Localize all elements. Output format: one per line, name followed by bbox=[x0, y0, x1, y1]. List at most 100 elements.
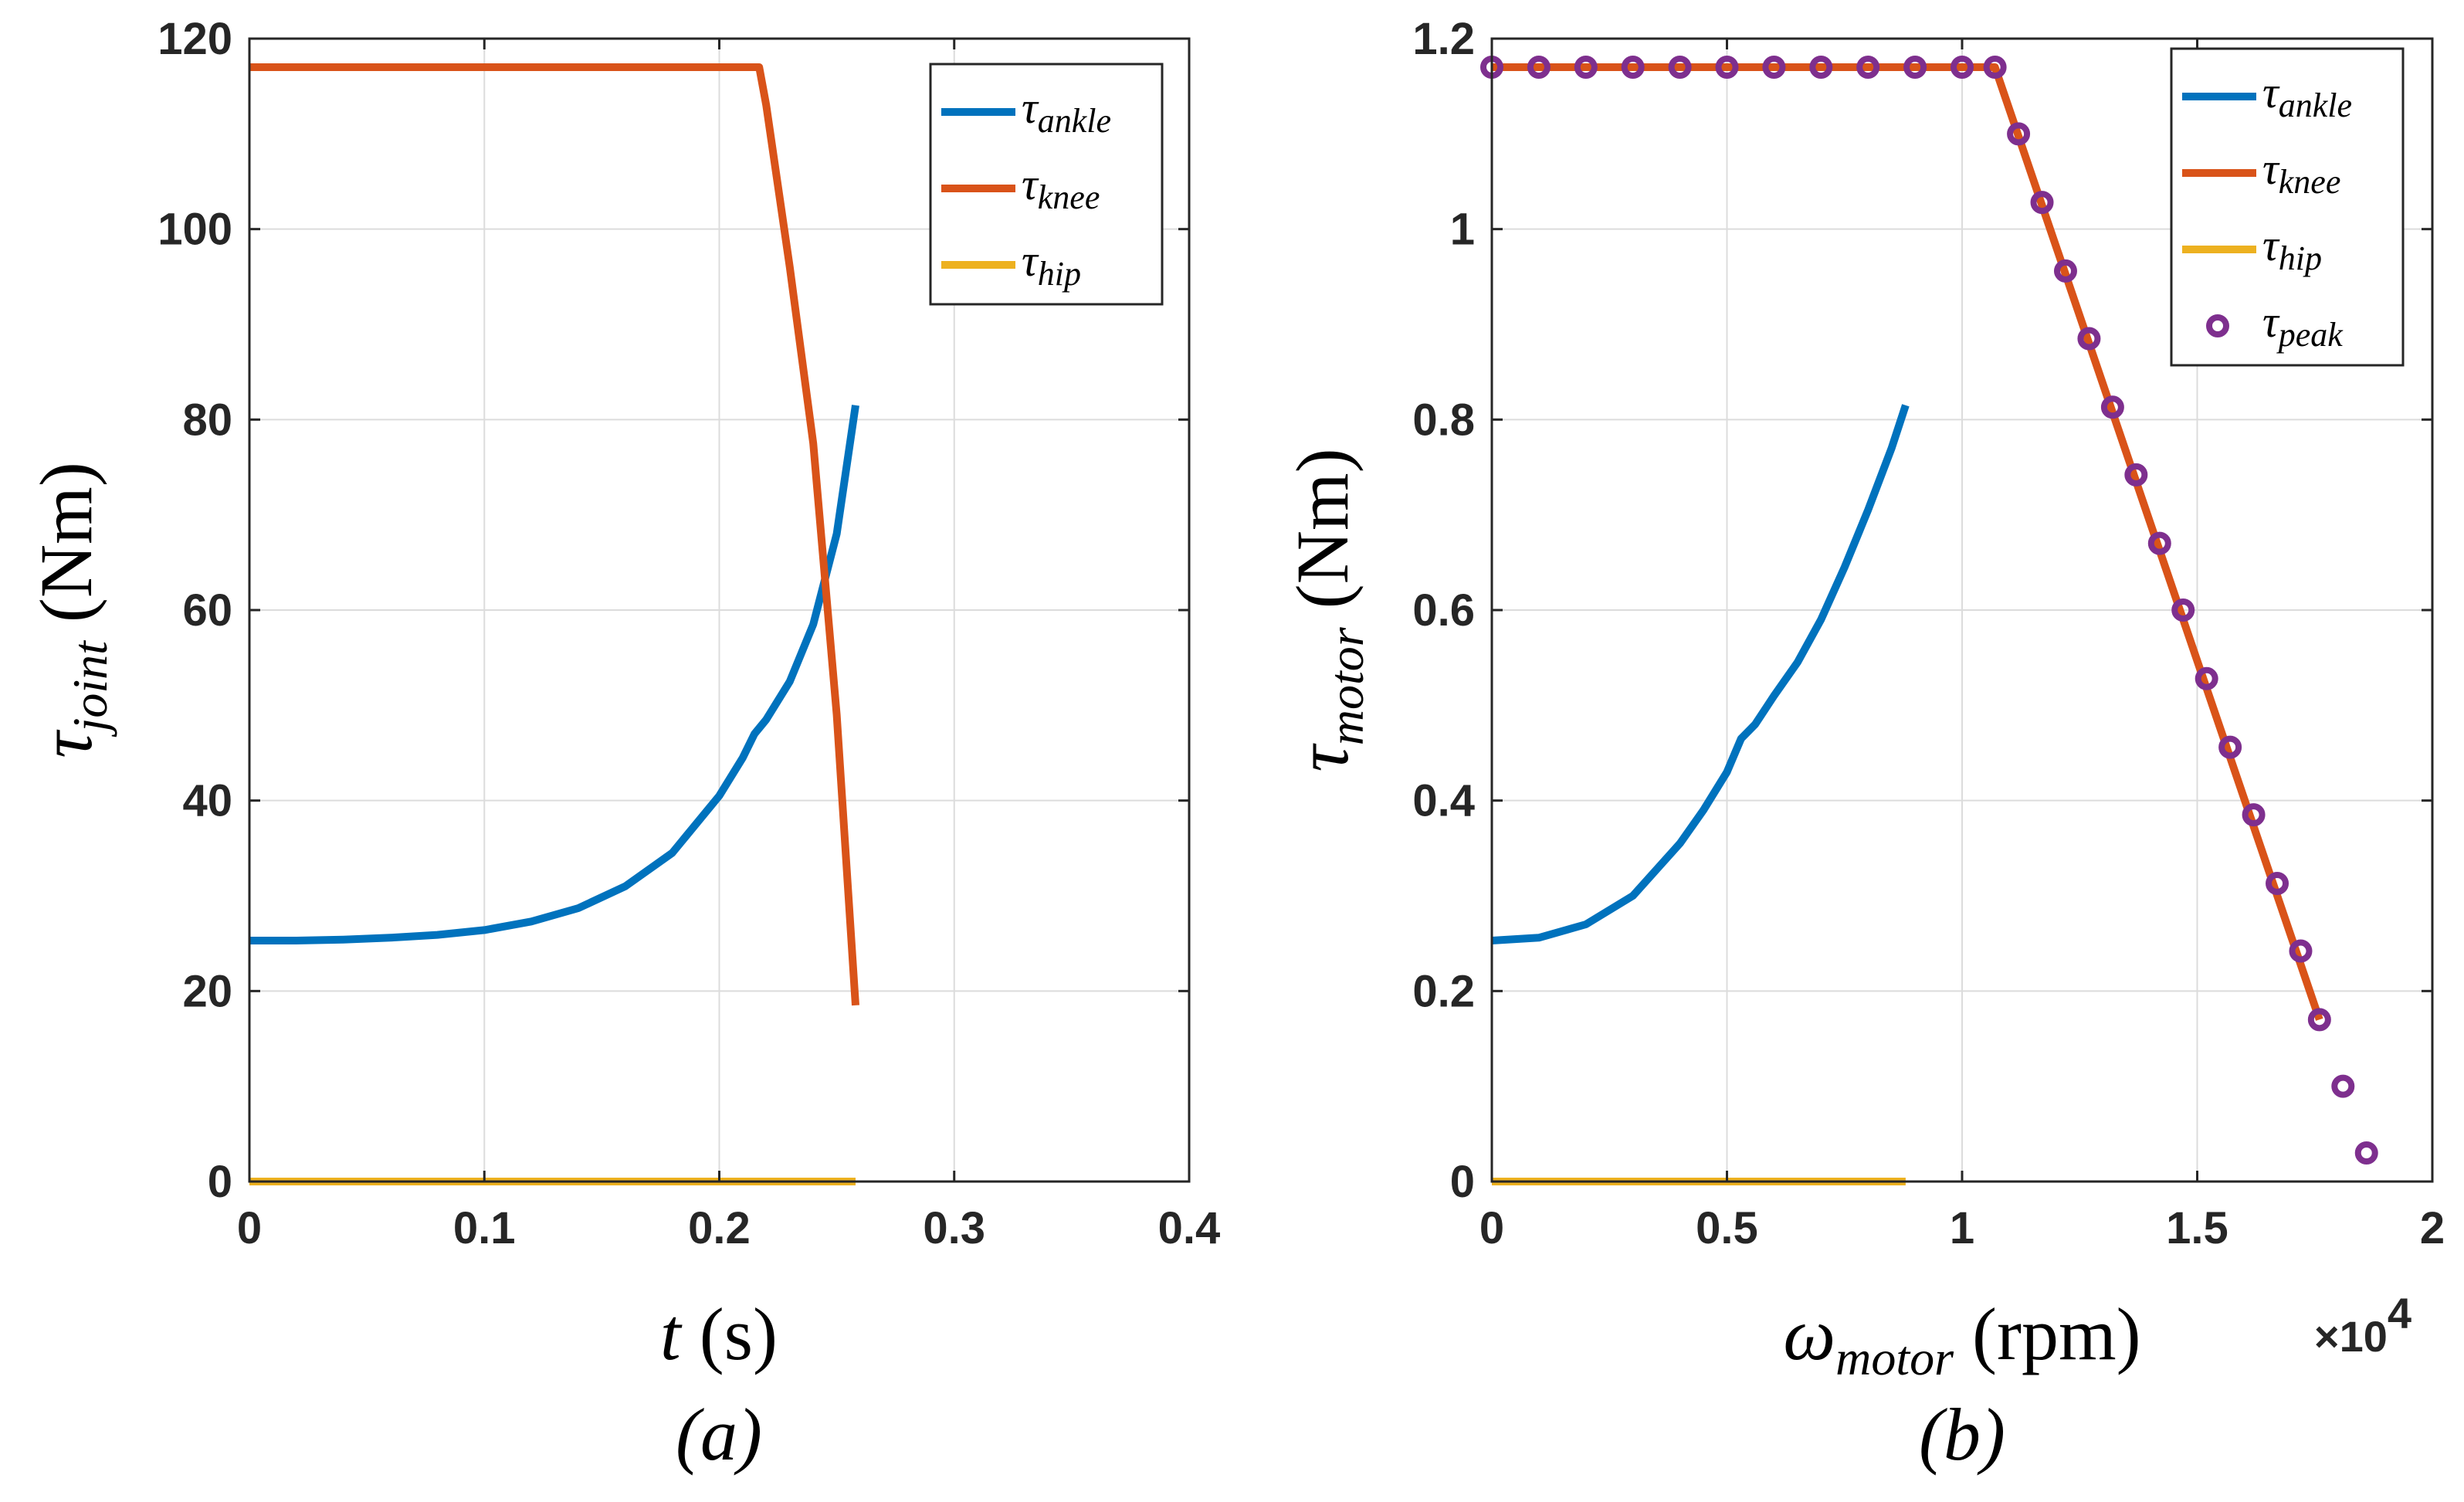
chart-b-peak-marker bbox=[1527, 56, 1551, 79]
chart-a: 0 0.1 0.2 0.3 0.4 0 20 40 60 80 100 120 t (s) τjoint … bbox=[25, 14, 1220, 1476]
chart-b-x-multiplier-exp: 4 bbox=[2388, 1289, 2411, 1338]
chart-a-caption: (a) bbox=[676, 1393, 762, 1476]
chart-a-ytick-label: 20 bbox=[182, 966, 232, 1016]
chart-a-xtick-label: 0.1 bbox=[453, 1203, 516, 1253]
chart-b-peak-marker bbox=[2242, 803, 2266, 827]
chart-a-legend-symbol: τ bbox=[1022, 159, 1039, 209]
chart-b-peak-marker bbox=[2124, 463, 2148, 487]
chart-b-ylabel: τmotor (Nm) bbox=[1281, 448, 1374, 771]
chart-b-peak-marker bbox=[2266, 871, 2289, 895]
chart-a-legend-label-knee: τknee bbox=[1022, 159, 1100, 216]
chart-b-xtick-label: 0 bbox=[1479, 1203, 1504, 1253]
chart-b-ytick-label: 1.2 bbox=[1412, 14, 1475, 64]
chart-b-ytick-label: 0.6 bbox=[1412, 585, 1475, 636]
chart-a-legend-sub: ankle bbox=[1038, 102, 1111, 140]
chart-a-xlabel-symbol: t bbox=[660, 1293, 683, 1375]
chart-b-xtick-label: 1 bbox=[1950, 1203, 1974, 1253]
chart-b-legend-symbol: τ bbox=[2262, 144, 2280, 194]
chart-b-legend-box bbox=[2170, 47, 2405, 367]
chart-a-ytick-label: 80 bbox=[182, 395, 232, 445]
chart-b-peak-marker bbox=[2030, 191, 2054, 215]
chart-b-ytick-label: 0 bbox=[1450, 1157, 1475, 1207]
chart-b-xlabel-unit: (rpm) bbox=[1954, 1293, 2141, 1375]
chart-a-legend-sub: hip bbox=[1038, 255, 1081, 293]
chart-b-peak-marker bbox=[2354, 1141, 2378, 1165]
chart-b-legend-label-hip: τhip bbox=[2262, 220, 2322, 277]
chart-b-peak-marker bbox=[2307, 1008, 2331, 1032]
chart-b-legend-sub: knee bbox=[2279, 163, 2341, 201]
chart-b-ytick-label: 0.8 bbox=[1412, 395, 1475, 445]
chart-b-xtick-label: 0.5 bbox=[1696, 1203, 1758, 1253]
chart-a-legend-sub: knee bbox=[1038, 178, 1100, 216]
chart-b-ytick-label: 1 bbox=[1450, 205, 1475, 255]
chart-b-peak-marker bbox=[1983, 56, 2007, 79]
chart-b-peak-marker bbox=[2053, 259, 2077, 283]
chart-b-legend-label-knee: τknee bbox=[2262, 144, 2340, 201]
chart-b-legend-sub: peak bbox=[2276, 316, 2344, 354]
chart-a-legend-label-ankle: τankle bbox=[1022, 83, 1111, 140]
chart-b-xtick-label: 1.5 bbox=[2166, 1203, 2228, 1253]
chart-a-legend-symbol: τ bbox=[1022, 236, 1039, 286]
chart-b-legend-swatch-peak bbox=[2206, 314, 2229, 337]
chart-a-legend-label-hip: τhip bbox=[1022, 236, 1081, 293]
chart-b-peak-marker bbox=[2147, 531, 2171, 555]
chart-b-peak-marker bbox=[1903, 56, 1927, 79]
chart-b-peak-marker bbox=[2171, 598, 2195, 622]
chart-b-peak-marker bbox=[1621, 56, 1645, 79]
chart-b-legend-symbol: τ bbox=[2262, 67, 2280, 117]
chart-a-ytick-label: 0 bbox=[208, 1157, 232, 1207]
chart-b-peak-marker bbox=[2007, 122, 2031, 146]
chart-a-line-knee bbox=[249, 63, 859, 1006]
chart-b-peak-marker bbox=[2077, 327, 2101, 351]
chart-a-ylabel-unit: (Nm) bbox=[25, 462, 107, 641]
chart-b-peak-marker bbox=[2218, 735, 2242, 759]
chart-a-ytick-label: 60 bbox=[182, 585, 232, 636]
chart-a-ylabel-sub: joint bbox=[63, 639, 117, 737]
chart-b-caption: (b) bbox=[1919, 1393, 2005, 1476]
chart-a-xtick-label: 0 bbox=[237, 1203, 262, 1253]
chart-b-ylabel-symbol: τ bbox=[1281, 743, 1364, 772]
chart-b-ytick-label: 0.2 bbox=[1412, 966, 1475, 1016]
chart-a-xtick-label: 0.3 bbox=[923, 1203, 985, 1253]
chart-a-ylabel: τjoint (Nm) bbox=[25, 462, 117, 758]
chart-a-ytick-label: 120 bbox=[158, 14, 232, 64]
chart-b-legend-symbol: τ bbox=[2262, 220, 2280, 270]
chart-b-legend-sub: ankle bbox=[2279, 86, 2352, 124]
chart-a-xlabel: t (s) bbox=[660, 1293, 778, 1375]
chart-b-ylabel-sub: motor bbox=[1319, 626, 1374, 745]
chart-b-legend-symbol: τ bbox=[2262, 297, 2280, 347]
chart-b-ytick-label: 0.4 bbox=[1412, 776, 1475, 826]
chart-a-ylabel-symbol: τ bbox=[25, 729, 107, 758]
chart-a-xtick-label: 0.4 bbox=[1158, 1203, 1221, 1253]
chart-b-peak-marker bbox=[1715, 56, 1739, 79]
chart-b-line-knee bbox=[1492, 63, 2323, 1021]
chart-b-x-multiplier: ×104 bbox=[2314, 1289, 2411, 1361]
chart-b-peak-marker bbox=[1668, 56, 1692, 79]
chart-b-legend-label-peak: τpeak bbox=[2262, 297, 2344, 354]
chart-a-line-ankle bbox=[249, 405, 859, 944]
chart-a-xtick-label: 0.2 bbox=[688, 1203, 751, 1253]
chart-b-peak-marker bbox=[2195, 666, 2218, 690]
chart-b-xlabel-symbol: ω bbox=[1783, 1293, 1835, 1375]
chart-b-peak-marker bbox=[2100, 395, 2124, 419]
chart-b-legend-sub: hip bbox=[2279, 239, 2322, 277]
chart-b-peak-marker bbox=[1762, 56, 1786, 79]
chart-b-peak-marker bbox=[2331, 1074, 2355, 1098]
chart-b-peak-marker bbox=[2289, 939, 2313, 963]
chart-a-ytick-label: 100 bbox=[158, 205, 232, 255]
chart-a-ytick-label: 40 bbox=[182, 776, 232, 826]
chart-b-line-ankle bbox=[1491, 404, 1910, 944]
chart-b-legend-label-ankle: τankle bbox=[2262, 67, 2352, 124]
chart-b-peak-marker bbox=[1951, 56, 1974, 79]
chart-b-peak-marker bbox=[1574, 56, 1598, 79]
chart-b-x-multiplier-base: ×10 bbox=[2314, 1312, 2388, 1361]
chart-b-xlabel-sub: motor bbox=[1835, 1331, 1954, 1385]
chart-b-ylabel-unit: (Nm) bbox=[1281, 448, 1364, 627]
chart-b-peak-marker bbox=[1856, 56, 1880, 79]
chart-b-xtick-label: 2 bbox=[2420, 1203, 2445, 1253]
chart-a-legend-symbol: τ bbox=[1022, 83, 1039, 133]
